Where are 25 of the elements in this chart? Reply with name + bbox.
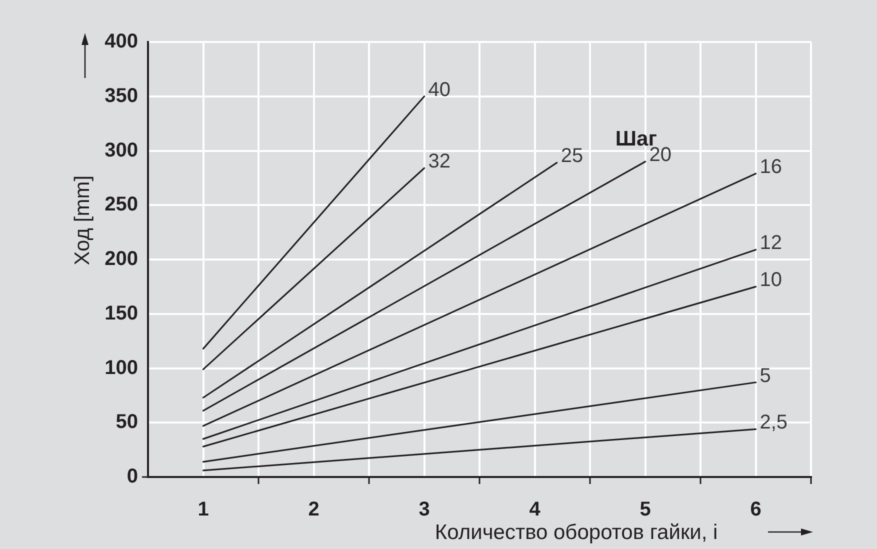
x-tick-label: 3 <box>418 498 430 521</box>
x-tick-label: 2 <box>308 498 320 521</box>
x-tick-label: 1 <box>198 498 209 521</box>
series-label: 16 <box>760 156 782 178</box>
y-axis-title: Ход [mm] <box>70 175 94 266</box>
y-tick-label: 400 <box>104 30 138 53</box>
y-tick-label: 300 <box>104 139 138 162</box>
x-tick-label: 5 <box>640 498 651 521</box>
series-label: 12 <box>760 232 782 254</box>
series-label: 10 <box>760 269 782 292</box>
x-tick-label: 6 <box>750 498 762 521</box>
y-tick-label: 0 <box>126 466 138 488</box>
y-tick-label: 100 <box>104 356 138 379</box>
y-tick-label: 50 <box>116 411 138 434</box>
y-tick-label: 350 <box>104 84 138 107</box>
series-label: 40 <box>428 78 450 101</box>
y-tick-label: 250 <box>104 194 138 216</box>
y-tick-label: 150 <box>104 302 138 324</box>
series-label: 25 <box>560 145 584 168</box>
series-label: 5 <box>760 364 771 387</box>
x-axis-title: Количество оборотов гайки, i <box>434 520 718 544</box>
y-tick-label: 200 <box>104 248 138 270</box>
series-label: 2,5 <box>760 412 788 434</box>
x-tick-label: 4 <box>529 498 542 521</box>
series-label: 32 <box>428 150 450 173</box>
